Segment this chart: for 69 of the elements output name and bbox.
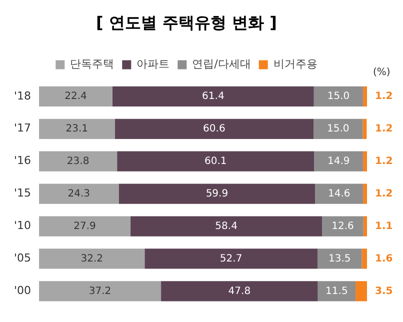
bar: [130, 216, 322, 236]
bar: [117, 151, 314, 172]
bar: [39, 151, 118, 172]
bar: [112, 86, 314, 106]
data-label: 47.8: [228, 286, 251, 297]
bar: [114, 118, 314, 139]
bar: [39, 216, 131, 236]
data-label: 1.6: [375, 253, 393, 264]
data-label: 14.6: [328, 188, 350, 200]
data-label: 22.4: [64, 91, 87, 102]
y-tick-label: '10: [14, 219, 32, 232]
bar: [317, 248, 362, 269]
legend-label: 연립/다세대: [192, 58, 251, 71]
bar: [322, 216, 364, 236]
bar: [161, 281, 318, 302]
data-label: 13.5: [328, 253, 351, 264]
data-label: 14.9: [327, 156, 350, 167]
data-label: 11.5: [326, 286, 348, 297]
bar: [318, 281, 356, 302]
data-label: 32.2: [80, 253, 103, 264]
data-label: 15.0: [327, 91, 350, 102]
y-tick-label: '16: [14, 154, 32, 168]
bar: [39, 118, 115, 139]
bar: [314, 86, 364, 106]
text: (%): [373, 66, 390, 78]
data-label: 60.1: [204, 156, 227, 167]
bar: [314, 118, 363, 139]
bar: [118, 184, 316, 204]
bar: [39, 281, 162, 302]
data-label: 59.9: [206, 188, 228, 200]
y-tick-label: '05: [14, 252, 32, 265]
bar: [363, 86, 367, 106]
bar: [363, 216, 367, 236]
y-tick-label: '17: [14, 122, 32, 135]
bar: [39, 86, 112, 106]
legend-label: 비거주용: [273, 58, 318, 71]
y-tick-label: '18: [14, 89, 32, 102]
bar: [39, 248, 145, 269]
data-label: 24.3: [68, 188, 90, 200]
bar: [362, 248, 367, 269]
bar: [363, 184, 367, 204]
y-tick-label: '00: [14, 284, 32, 298]
data-label: 23.8: [66, 156, 90, 167]
bar: [39, 184, 119, 204]
data-label: 15.0: [327, 123, 350, 134]
legend-label: 단독주택: [70, 58, 114, 71]
data-label: 1.2: [375, 91, 393, 102]
data-label: 58.4: [215, 220, 238, 232]
bar: [144, 248, 318, 269]
chart-title: [ 연도별 주택유형 변화 ]: [96, 12, 277, 32]
legend-label: 아파트: [136, 58, 170, 71]
data-label: 61.4: [202, 91, 224, 102]
data-label: 1.2: [375, 156, 393, 167]
data-label: 1.2: [375, 188, 393, 200]
bar: [356, 281, 367, 302]
y-tick-label: '15: [14, 186, 32, 200]
data-label: 27.9: [74, 220, 96, 232]
data-label: 1.2: [375, 123, 393, 134]
bar: [314, 151, 364, 172]
data-label: 23.1: [66, 123, 88, 134]
bar: [363, 151, 367, 172]
data-label: 12.6: [332, 220, 354, 232]
data-label: 1.1: [375, 220, 393, 232]
data-label: 37.2: [88, 286, 112, 297]
data-label: 52.7: [220, 253, 242, 264]
data-label: 3.5: [375, 286, 393, 297]
data-label: 60.6: [203, 123, 226, 134]
bar: [315, 184, 364, 204]
bar: [362, 118, 367, 139]
